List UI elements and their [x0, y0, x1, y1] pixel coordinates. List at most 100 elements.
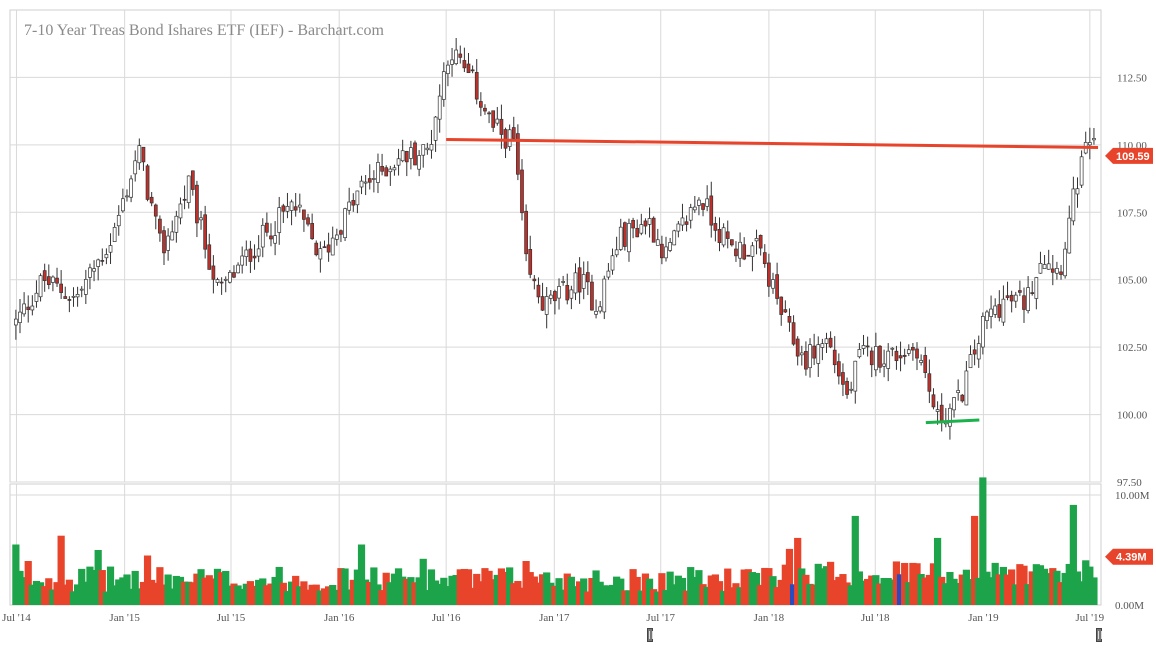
candle-body	[754, 238, 759, 242]
volume-bar	[909, 562, 917, 605]
candle-body	[989, 308, 993, 317]
y-tick-label: 107.50	[1117, 207, 1148, 219]
volume-bar	[715, 581, 724, 605]
candle-body	[121, 198, 125, 212]
volume-bar	[1049, 568, 1057, 605]
candle-body	[1013, 294, 1018, 302]
candle-body	[660, 243, 664, 259]
volume-bar	[493, 574, 501, 605]
volume-bar	[164, 574, 172, 605]
volume-bar	[448, 575, 456, 605]
volume-bar	[925, 574, 933, 605]
volume-bar	[592, 570, 600, 605]
volume-bar	[543, 572, 551, 605]
candle-body	[363, 181, 368, 184]
volume-bar	[1061, 572, 1069, 605]
candle-body	[935, 409, 940, 412]
candle-body	[326, 244, 331, 253]
candle-body	[174, 215, 179, 233]
candle-body	[1038, 263, 1043, 274]
volume-bar	[1078, 581, 1086, 605]
volume-bar	[345, 589, 353, 605]
scroll-handle-right[interactable]	[1096, 628, 1102, 642]
volume-bar	[1012, 584, 1020, 605]
candle-body	[581, 274, 586, 289]
x-tick-label: Jan '16	[324, 612, 355, 624]
candle-body	[170, 231, 175, 241]
candle-body	[67, 299, 72, 301]
candle-body	[874, 346, 878, 371]
candle-body	[376, 162, 380, 183]
candle-body	[240, 255, 245, 266]
trend-annotations	[446, 137, 1099, 425]
scroll-handle-left[interactable]	[647, 628, 653, 642]
candle-body	[651, 217, 656, 243]
volume-bar	[567, 576, 575, 605]
candle-body	[976, 343, 981, 360]
volume-bar	[1020, 565, 1028, 605]
candle-body	[808, 344, 812, 369]
volume-bar	[32, 580, 41, 605]
volume-bar	[995, 574, 1003, 605]
y-tick-label: 102.50	[1117, 342, 1148, 354]
volume-bar	[1045, 573, 1053, 605]
volume-bar	[975, 577, 983, 605]
volume-bar	[98, 570, 106, 605]
volume-bar	[57, 535, 65, 605]
volume-bar	[892, 561, 901, 605]
x-tick-label: Jan '19	[968, 612, 999, 624]
volume-bar	[497, 568, 506, 605]
candle-body	[273, 235, 277, 244]
volume-bar	[913, 563, 921, 605]
volume-bar	[189, 582, 197, 605]
volume-bar	[127, 588, 135, 605]
volume-bar	[563, 573, 571, 605]
volume-bar	[703, 586, 711, 605]
candle-body	[849, 388, 854, 391]
candle-body	[396, 158, 401, 166]
volume-bar	[399, 576, 407, 605]
candle-body	[1055, 268, 1059, 274]
volume-bar	[789, 584, 798, 605]
volume-bar	[86, 566, 94, 605]
candle-body	[828, 337, 833, 348]
candle-body	[149, 196, 154, 204]
volume-bar	[357, 544, 366, 605]
volume-bar	[724, 568, 732, 605]
x-tick-label: Jul '17	[646, 612, 675, 624]
volume-bar	[49, 589, 57, 605]
volume-bar	[36, 582, 45, 605]
candle-body	[158, 218, 162, 234]
volume-bar	[880, 577, 888, 605]
volume-bar	[197, 569, 205, 605]
volume-bar	[806, 583, 814, 605]
volume-bar	[831, 580, 839, 605]
candle-body	[758, 234, 763, 249]
candle-body	[573, 272, 578, 294]
candle-body	[725, 231, 730, 239]
candle-body	[1067, 217, 1072, 254]
volume-bar	[353, 569, 362, 605]
volume-bar	[325, 586, 333, 605]
candle-body	[701, 203, 705, 210]
volume-bar	[827, 561, 835, 605]
volume-bar	[415, 577, 423, 605]
volume-bar	[234, 585, 242, 605]
candle-body	[993, 305, 998, 315]
volume-bar	[859, 580, 868, 605]
volume-bar	[1069, 504, 1077, 605]
candle-body	[956, 390, 961, 394]
volume-bar	[464, 569, 473, 605]
volume-bar	[600, 585, 608, 605]
volume-bars	[12, 477, 1098, 605]
volume-bar	[608, 584, 617, 605]
volume-bar	[115, 579, 123, 605]
volume-bar	[929, 563, 938, 605]
volume-bar	[28, 584, 36, 605]
candle-body	[561, 281, 565, 283]
volume-bar	[966, 579, 975, 605]
volume-bar	[979, 477, 987, 605]
candle-body	[952, 397, 956, 411]
volume-bar	[835, 576, 843, 605]
volume-bar	[411, 582, 419, 605]
